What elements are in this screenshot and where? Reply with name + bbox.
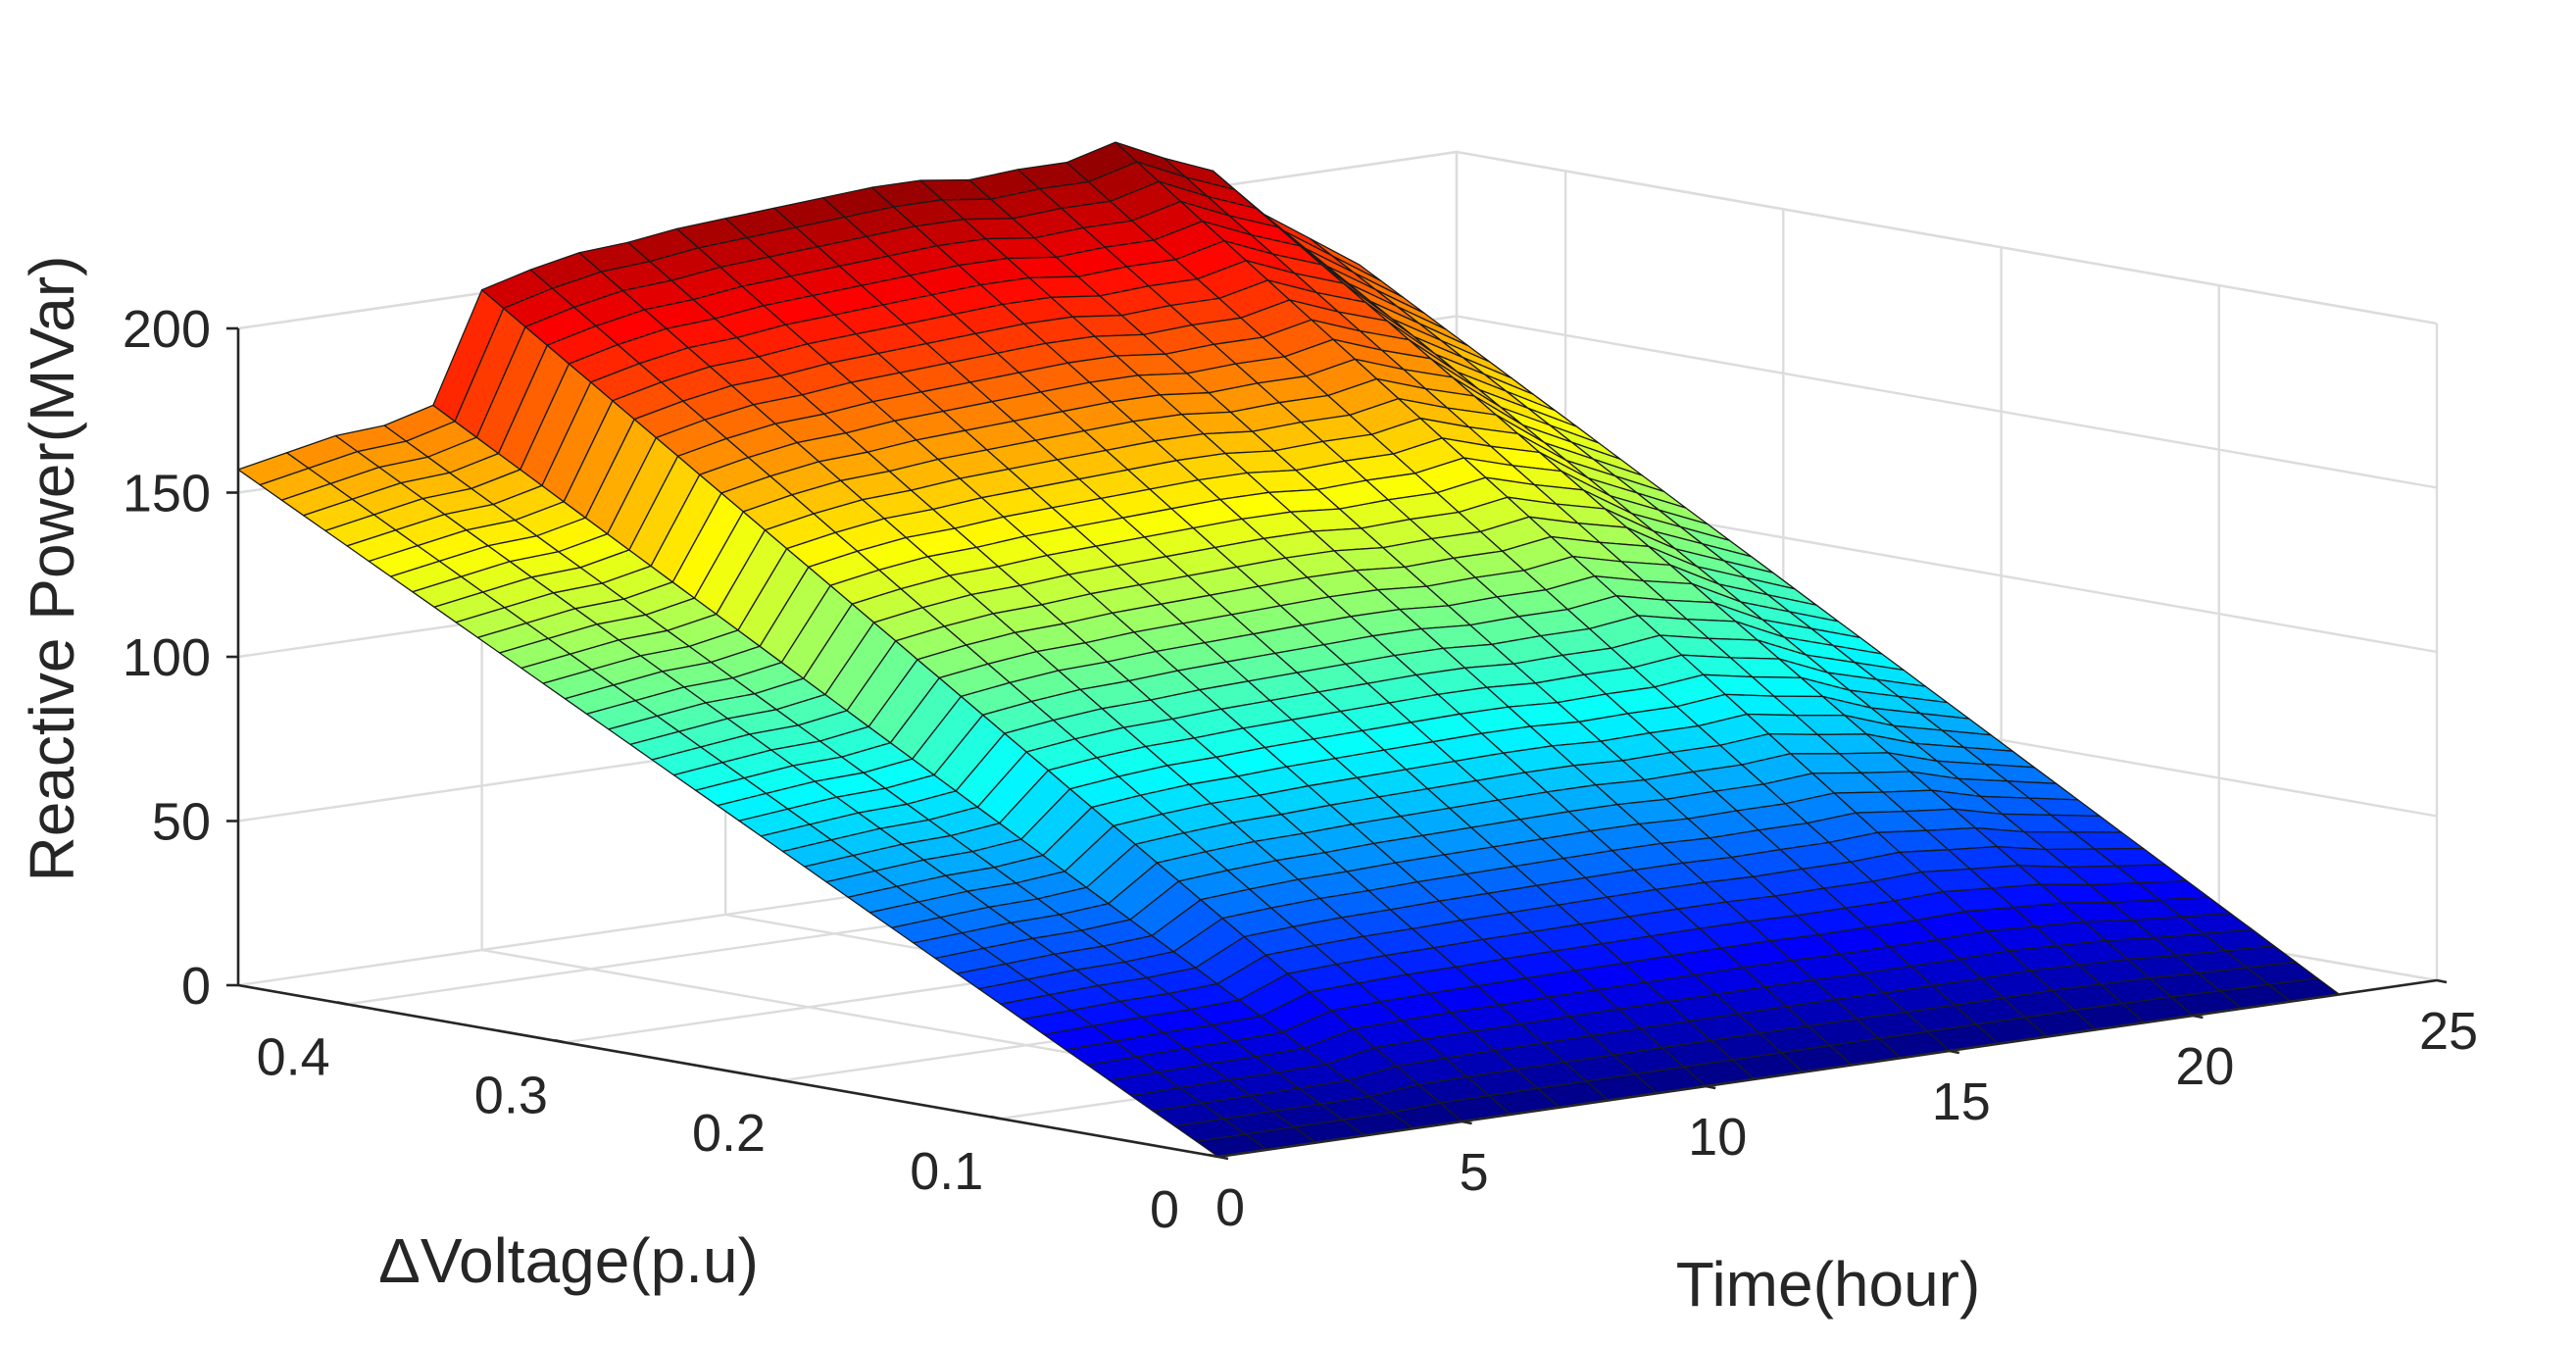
x-axis-label: Time(hour) [1676,1249,1981,1320]
z-tick-label: 100 [123,628,211,687]
x-tick-mark [1705,1084,1716,1090]
x-tick-mark [1461,1120,1472,1125]
surface-mesh [237,141,2341,1158]
z-tick-label: 200 [123,300,211,359]
y-axis-label: ΔVoltage(p.u) [378,1225,759,1296]
y-tick-label: 0.2 [692,1104,766,1163]
y-tick-label: 0 [1150,1180,1179,1239]
z-axis-label: Reactive Power(MVar) [17,256,87,882]
y-tick-mark [772,1076,783,1082]
y-tick-label: 0.1 [910,1142,983,1201]
tick-labels: 0 5 10 15 20 25 0 0.1 0.2 0.3 0.4 0 50 100 150 200 [123,300,2478,1239]
z-tick-label: 0 [181,957,211,1016]
z-tick-label: 50 [152,793,211,852]
y-tick-mark [555,1039,566,1044]
z-tick-label: 150 [123,465,211,523]
x-tick-mark [1217,1155,1229,1161]
axis-lines [226,326,2448,1161]
y-tick-mark [990,1115,1002,1121]
x-tick-label: 15 [1932,1072,1991,1131]
y-tick-label: 0.4 [257,1027,330,1086]
y-tick-mark [336,1001,348,1006]
y-tick-label: 0.3 [474,1066,548,1124]
x-tick-mark [2436,978,2448,984]
x-tick-label: 20 [2175,1037,2234,1096]
x-axis-line [1217,978,2438,1159]
x-tick-mark [2193,1014,2204,1020]
x-tick-mark [1949,1049,1960,1055]
x-tick-label: 0 [1215,1178,1245,1237]
x-tick-label: 5 [1460,1143,1489,1202]
y-tick-mark [1208,1153,1219,1159]
x-tick-label: 25 [2419,1002,2478,1061]
y-axis-line [237,983,1219,1159]
x-tick-label: 10 [1688,1108,1747,1167]
